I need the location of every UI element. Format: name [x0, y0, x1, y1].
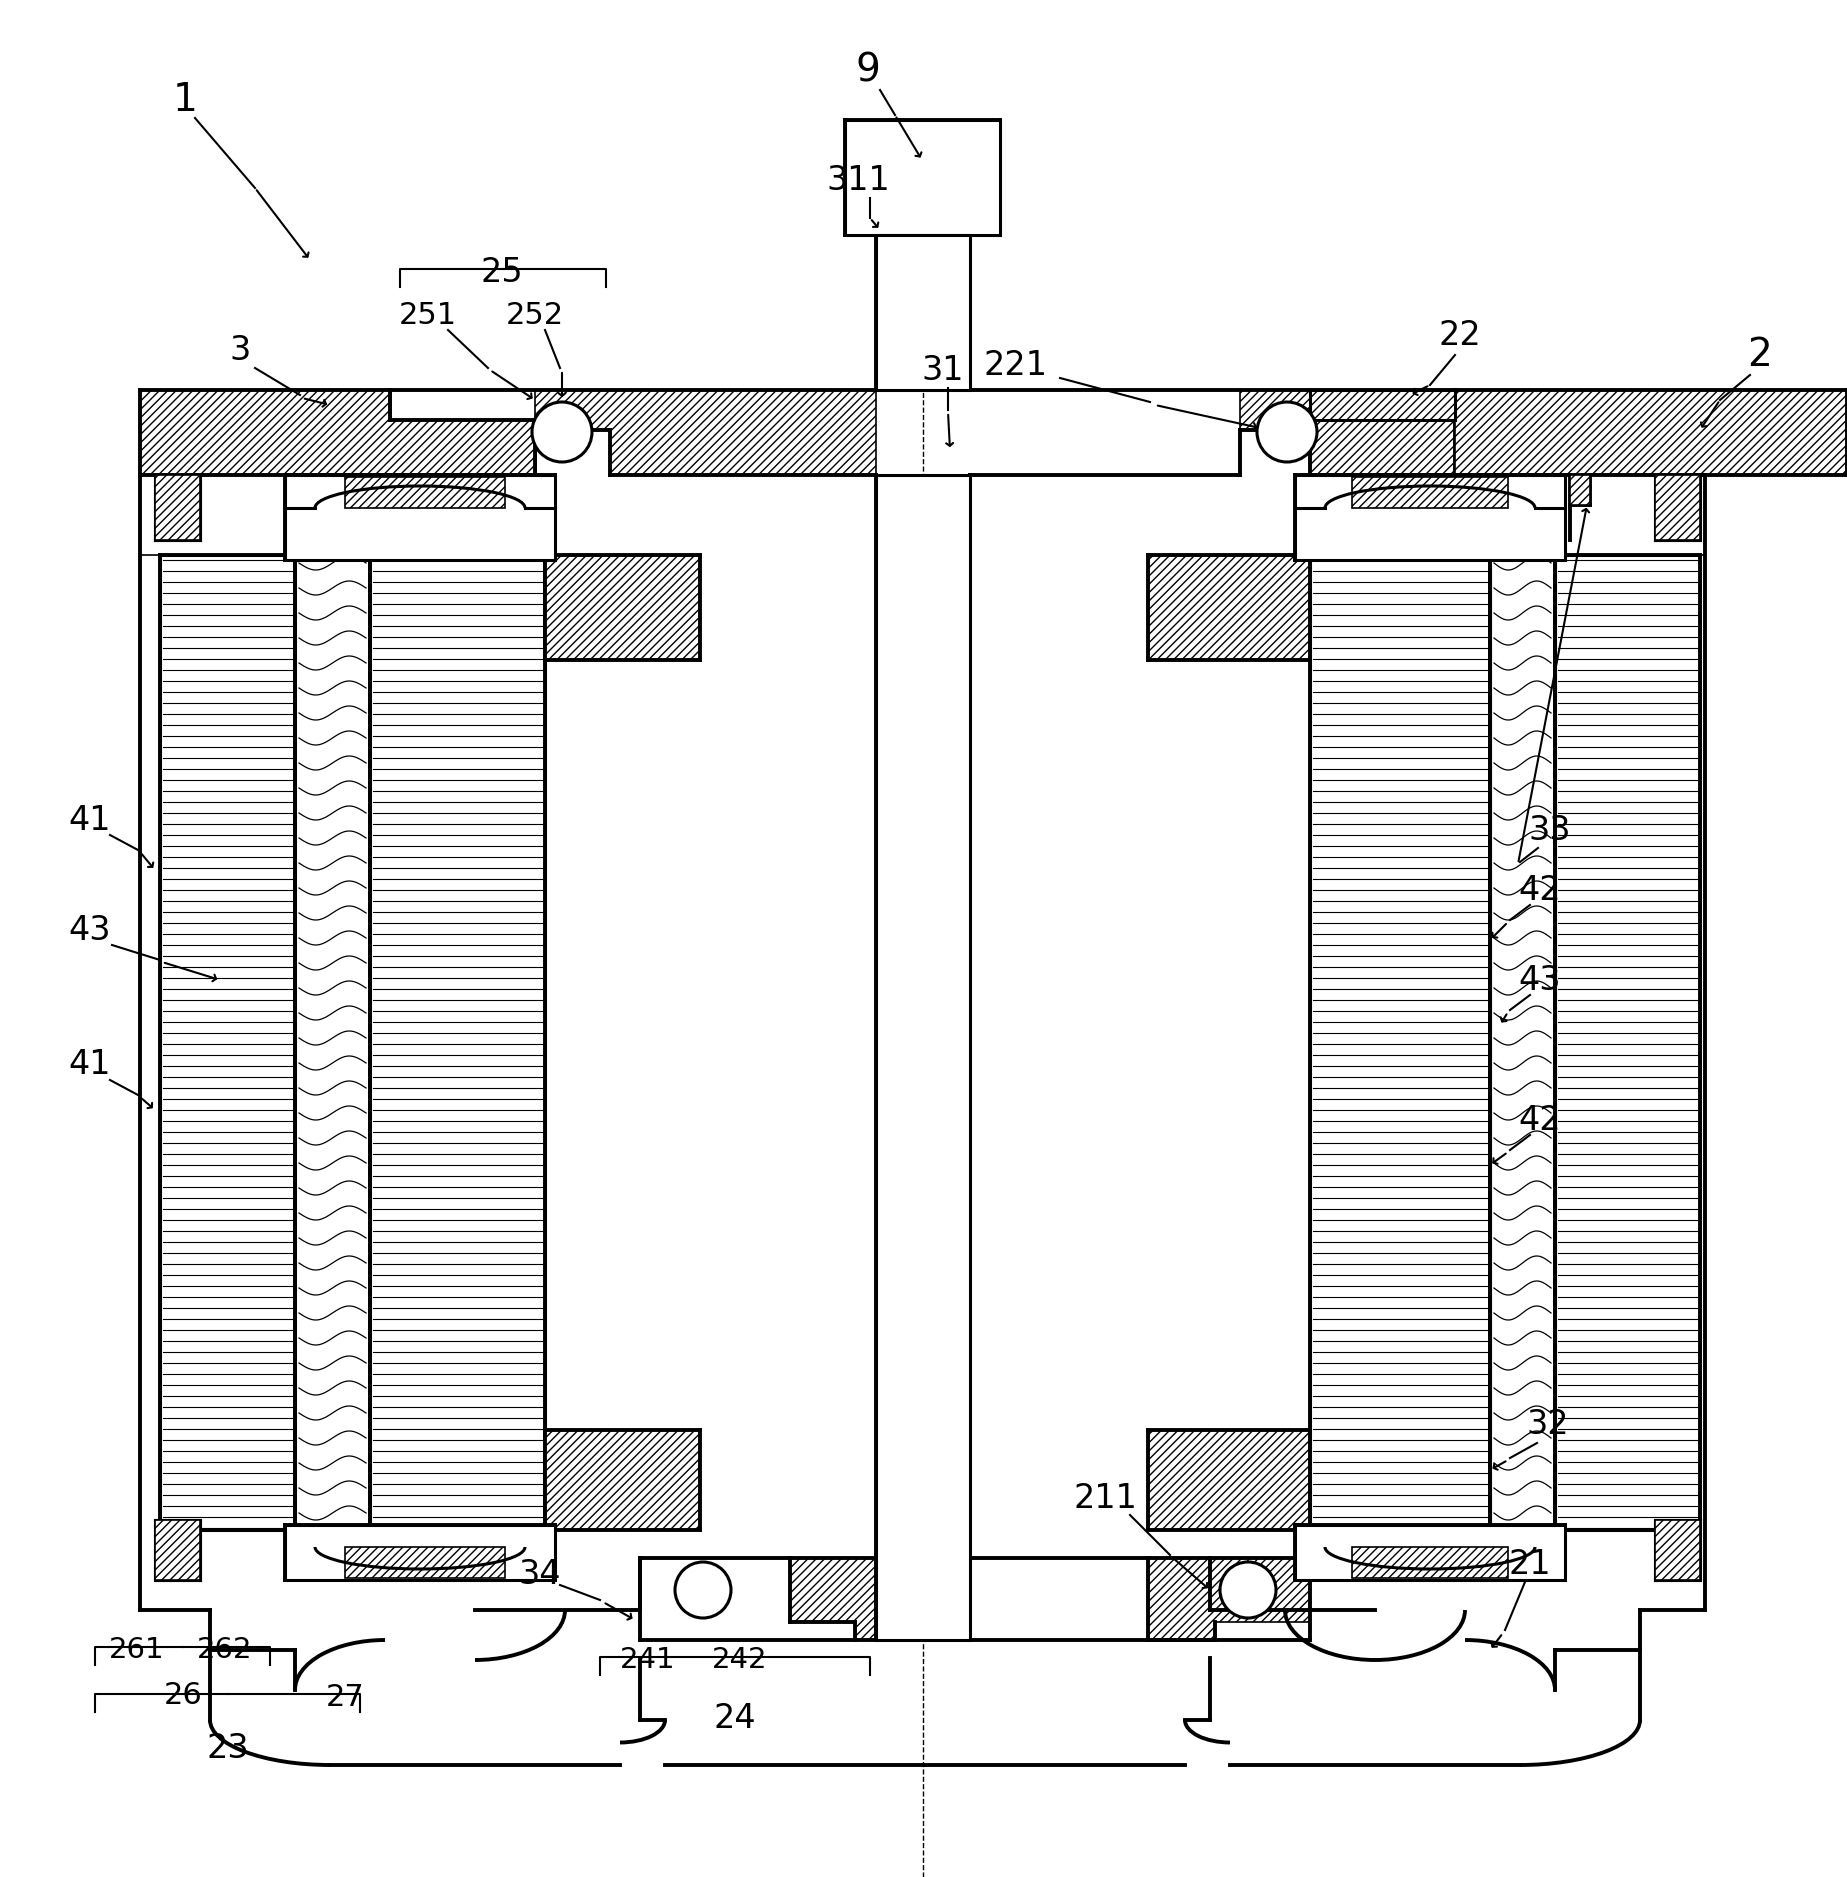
Text: 41: 41 — [68, 803, 111, 837]
Text: 252: 252 — [506, 300, 563, 330]
Polygon shape — [1295, 1524, 1564, 1580]
Polygon shape — [875, 235, 970, 390]
Text: 33: 33 — [1529, 813, 1572, 847]
Polygon shape — [1149, 556, 1310, 661]
Polygon shape — [155, 1520, 199, 1580]
Polygon shape — [1310, 556, 1491, 1530]
Polygon shape — [1655, 1520, 1699, 1580]
Circle shape — [1221, 1562, 1276, 1618]
Polygon shape — [369, 556, 545, 1530]
Polygon shape — [1352, 1547, 1507, 1579]
Polygon shape — [390, 390, 875, 475]
Text: 23: 23 — [207, 1731, 249, 1764]
Text: 32: 32 — [1527, 1408, 1570, 1442]
Polygon shape — [155, 475, 199, 541]
Polygon shape — [1655, 1520, 1699, 1580]
Polygon shape — [1352, 477, 1507, 509]
Text: 43: 43 — [1518, 963, 1561, 997]
Polygon shape — [970, 1558, 1310, 1640]
Text: 34: 34 — [519, 1558, 561, 1592]
Polygon shape — [284, 475, 554, 559]
Polygon shape — [345, 477, 504, 509]
Polygon shape — [1149, 1430, 1310, 1530]
Text: 22: 22 — [1439, 319, 1481, 351]
Text: 242: 242 — [713, 1646, 768, 1674]
Polygon shape — [1655, 475, 1699, 541]
Polygon shape — [545, 1430, 700, 1530]
Text: 24: 24 — [713, 1701, 755, 1734]
Text: 251: 251 — [399, 300, 456, 330]
Circle shape — [532, 402, 593, 462]
Text: 27: 27 — [325, 1682, 364, 1712]
Text: 42: 42 — [1518, 873, 1561, 907]
Polygon shape — [1491, 556, 1555, 1530]
Text: 25: 25 — [480, 255, 523, 289]
Text: 311: 311 — [826, 163, 890, 197]
Polygon shape — [844, 120, 999, 235]
Circle shape — [674, 1562, 731, 1618]
Polygon shape — [345, 1547, 504, 1579]
Polygon shape — [1555, 556, 1699, 1530]
Text: 1: 1 — [172, 81, 198, 118]
Text: 9: 9 — [855, 51, 881, 88]
Polygon shape — [970, 390, 1455, 475]
Polygon shape — [1295, 475, 1564, 559]
Text: 241: 241 — [621, 1646, 676, 1674]
Polygon shape — [1570, 475, 1590, 505]
Text: 31: 31 — [922, 353, 964, 387]
Text: 41: 41 — [68, 1049, 111, 1081]
Text: 211: 211 — [1073, 1481, 1138, 1515]
Text: 262: 262 — [198, 1637, 253, 1665]
Polygon shape — [641, 1558, 875, 1640]
Polygon shape — [296, 556, 369, 1530]
Polygon shape — [155, 475, 199, 541]
Text: 26: 26 — [164, 1680, 203, 1710]
Polygon shape — [545, 556, 700, 661]
Text: 221: 221 — [983, 349, 1047, 381]
Polygon shape — [155, 1520, 199, 1580]
Polygon shape — [1455, 390, 1847, 475]
Polygon shape — [875, 475, 970, 1640]
Polygon shape — [161, 556, 296, 1530]
Text: 43: 43 — [68, 914, 111, 946]
Text: 21: 21 — [1509, 1549, 1551, 1582]
Text: 261: 261 — [109, 1637, 164, 1665]
Polygon shape — [1655, 475, 1699, 541]
Polygon shape — [140, 390, 536, 475]
Text: 42: 42 — [1518, 1104, 1561, 1136]
Circle shape — [1258, 402, 1317, 462]
Polygon shape — [1310, 390, 1455, 420]
Polygon shape — [284, 1524, 554, 1580]
Text: 2: 2 — [1747, 336, 1773, 374]
Text: 3: 3 — [229, 334, 251, 366]
